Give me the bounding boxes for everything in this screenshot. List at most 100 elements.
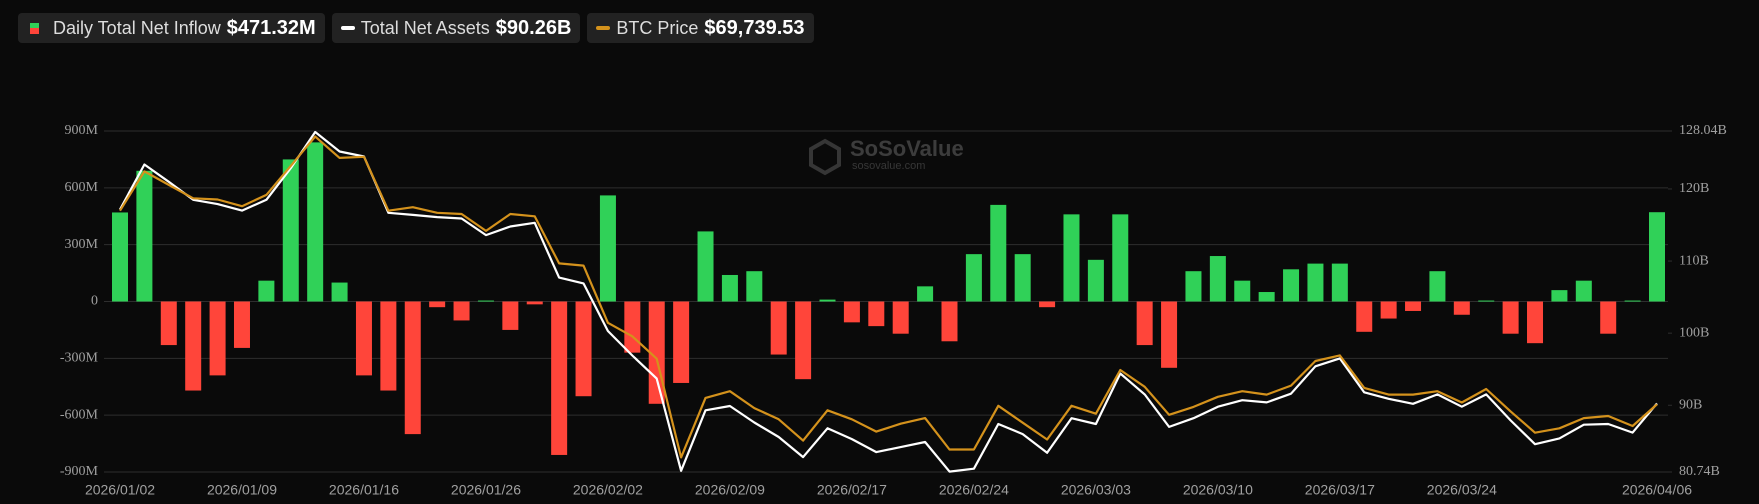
bar xyxy=(526,301,543,305)
bar xyxy=(453,301,470,321)
legend-item: Total Net Assets $90.26B xyxy=(331,13,581,43)
legend: Daily Total Net Inflow $471.32M Total Ne… xyxy=(18,13,814,43)
bar xyxy=(160,301,177,346)
x-tick-label: 2026/03/17 xyxy=(1305,482,1375,498)
y2-tick-label: 128.04B xyxy=(1679,123,1727,138)
bar xyxy=(1209,256,1226,302)
bar xyxy=(770,301,787,355)
bar xyxy=(1356,301,1373,332)
bar xyxy=(1527,301,1544,344)
bar xyxy=(1234,280,1251,302)
bar xyxy=(917,286,934,302)
bar xyxy=(1014,254,1031,302)
watermark-subtitle: sosovalue.com xyxy=(852,160,925,172)
bar xyxy=(868,301,885,327)
y-tick-label: -900M xyxy=(60,464,99,479)
bar xyxy=(380,301,397,391)
bar xyxy=(112,212,128,302)
bar xyxy=(1600,301,1617,334)
bar xyxy=(1258,292,1275,302)
y2-tick-label: 90B xyxy=(1679,397,1702,412)
bar xyxy=(599,195,616,302)
x-tick-label: 2026/01/09 xyxy=(207,482,277,498)
bar xyxy=(819,299,836,302)
watermark-title: SoSoValue xyxy=(850,136,964,161)
legend-icon xyxy=(30,22,39,34)
bar xyxy=(551,301,568,455)
bar xyxy=(1380,301,1397,319)
bar xyxy=(136,170,153,302)
x-tick-label: 2026/01/02 xyxy=(85,482,155,498)
bar xyxy=(1087,259,1104,302)
bar xyxy=(429,301,446,308)
legend-label: Total Net Assets xyxy=(360,17,490,38)
bar xyxy=(1112,214,1129,302)
bar xyxy=(892,301,909,334)
bar xyxy=(746,271,763,302)
y2-tick-label: 100B xyxy=(1679,325,1709,340)
x-tick-label: 2026/03/10 xyxy=(1183,482,1253,498)
bar xyxy=(1136,301,1153,346)
bar xyxy=(1185,271,1202,302)
bar xyxy=(843,301,860,323)
bar xyxy=(404,301,421,435)
x-tick-label: 2026/03/24 xyxy=(1427,482,1497,498)
bar xyxy=(721,274,738,302)
bar xyxy=(1478,300,1495,302)
x-tick-label: 2026/02/09 xyxy=(695,482,765,498)
bar xyxy=(575,301,592,397)
legend-label: BTC Price xyxy=(616,17,699,38)
bar xyxy=(697,231,714,302)
legend-icon xyxy=(340,26,355,30)
x-tick-label: 2026/01/26 xyxy=(451,482,521,498)
y-tick-label: 0 xyxy=(91,294,98,309)
x-tick-label: 2026/01/16 xyxy=(329,482,399,498)
y-tick-label: 900M xyxy=(65,123,99,138)
y2-tick-label: 110B xyxy=(1679,253,1709,268)
bar xyxy=(1551,290,1568,302)
bar xyxy=(990,204,1007,302)
bar xyxy=(258,280,275,302)
y-tick-label: -300M xyxy=(60,351,99,366)
legend-value: $69,739.53 xyxy=(704,16,805,39)
bar xyxy=(941,301,958,342)
bar xyxy=(1502,301,1519,334)
bar xyxy=(185,301,202,391)
bar xyxy=(1039,301,1056,308)
bar xyxy=(1405,301,1422,311)
x-tick-label: 2026/02/17 xyxy=(817,482,887,498)
legend-label: Daily Total Net Inflow xyxy=(53,17,221,38)
bar xyxy=(1283,269,1300,302)
bar xyxy=(307,142,324,302)
y2-tick-label: 80.74B xyxy=(1679,464,1720,479)
legend-item: BTC Price $69,739.53 xyxy=(587,13,814,43)
bar xyxy=(965,254,982,302)
bar xyxy=(233,301,250,348)
legend-icon xyxy=(596,26,611,30)
bar xyxy=(1575,280,1592,302)
bar xyxy=(209,301,226,376)
bar xyxy=(331,282,348,302)
bar xyxy=(624,301,641,353)
x-tick-label: 2026/03/03 xyxy=(1061,482,1131,498)
y-tick-label: 300M xyxy=(65,237,99,252)
watermark: SoSoValue sosovalue.com xyxy=(809,136,964,176)
bar xyxy=(1429,271,1446,302)
bar xyxy=(673,301,690,383)
watermark-logo xyxy=(809,138,841,176)
bar xyxy=(477,300,494,302)
x-tick-label: 2026/02/24 xyxy=(939,482,1009,498)
bar xyxy=(1063,214,1080,302)
bar xyxy=(1453,301,1470,315)
bar xyxy=(1624,300,1641,302)
bar xyxy=(795,301,812,380)
bar xyxy=(1307,263,1324,302)
bar xyxy=(502,301,519,330)
y2-tick-label: 120B xyxy=(1679,181,1709,196)
legend-item: Daily Total Net Inflow $471.32M xyxy=(18,13,325,43)
y-tick-label: -600M xyxy=(60,407,99,422)
x-tick-label: 2026/04/06 xyxy=(1622,482,1692,498)
bar xyxy=(355,301,372,376)
